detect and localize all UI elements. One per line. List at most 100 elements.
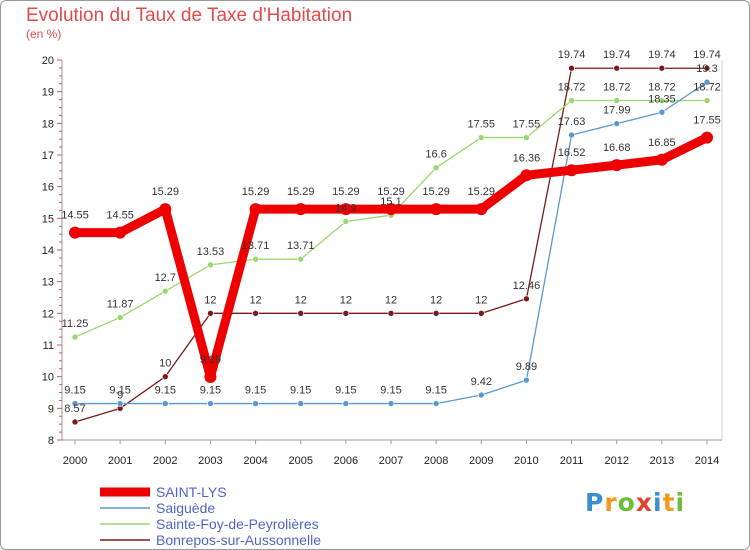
data-label-saiguede: 9.42 [471,376,492,388]
data-label-saint-lys: 16.36 [513,152,541,164]
chart-subtitle: (en %) [26,27,62,41]
data-point-sainte-foy-de-peyrolieres [71,333,79,341]
data-label-sainte-foy-de-peyrolieres: 14.9 [335,203,356,215]
x-tick-label: 2012 [604,455,628,467]
y-tick-label: 15 [42,213,54,225]
x-tick-label: 2010 [514,455,538,467]
data-point-sainte-foy-de-peyrolieres [161,287,169,295]
data-label-saiguede: 9.15 [335,385,356,397]
data-label-saiguede: 9.89 [516,361,537,373]
data-label-saint-lys: 14.55 [106,210,134,222]
proxiti-logo: Proxiti [585,488,685,517]
data-label-saiguede: 9.15 [425,385,446,397]
data-label-saint-lys: 15.29 [242,186,270,198]
y-tick-label: 18 [42,118,54,130]
data-label-saiguede: 9.15 [290,385,311,397]
data-point-sainte-foy-de-peyrolieres [523,134,530,141]
data-label-saint-lys: 16.85 [648,137,676,149]
data-point-saiguede [297,400,305,407]
data-label-sainte-foy-de-peyrolieres: 18.72 [603,82,631,94]
data-label-bonrepos-sur-aussonnelle: 10 [159,358,171,370]
data-point-saiguede [161,400,169,407]
data-point-saint-lys [385,203,397,216]
chart-title: Evolution du Taux de Taxe d'Habitation [26,5,353,26]
y-tick-label: 19 [42,87,54,99]
data-point-saint-lys [701,131,713,144]
data-point-saint-lys [249,203,262,216]
data-point-sainte-foy-de-peyrolieres [613,97,621,104]
legend-label: Bonrepos-sur-Aussonnelle [156,532,321,548]
data-point-sainte-foy-de-peyrolieres [658,97,666,104]
series-line-saint-lys [70,133,712,382]
data-point-saint-lys [159,203,172,216]
data-point-bonrepos-sur-aussonnelle [207,310,214,317]
data-label-sainte-foy-de-peyrolieres: 18.72 [693,82,721,94]
data-point-sainte-foy-de-peyrolieres [116,314,124,321]
y-tick-label: 9 [48,403,54,415]
data-labels-layer: 8.57 9 10 12 12 12 12 12 12 12 12.46 19.74 19.74 19.7… [61,49,721,415]
y-tick-label: 16 [42,182,54,194]
data-label-saiguede: 17.99 [603,105,631,117]
data-label-saiguede: 9.15 [155,385,176,397]
data-label-bonrepos-sur-aussonnelle: 12 [475,294,487,306]
data-label-bonrepos-sur-aussonnelle: 12 [430,294,442,306]
data-label-bonrepos-sur-aussonnelle: 12 [295,294,307,306]
data-point-bonrepos-sur-aussonnelle [297,310,305,317]
data-point-saiguede [387,400,395,407]
data-label-sainte-foy-de-peyrolieres: 17.55 [468,119,496,131]
data-label-sainte-foy-de-peyrolieres: 18.72 [558,82,586,94]
data-label-saiguede: 17.63 [558,116,586,128]
data-label-bonrepos-sur-aussonnelle: 12 [204,294,216,306]
data-label-saiguede: 9.15 [245,385,266,397]
data-label-sainte-foy-de-peyrolieres: 11.25 [62,318,89,330]
data-label-sainte-foy-de-peyrolieres: 11.87 [107,298,134,310]
data-point-saiguede [568,131,575,139]
data-point-sainte-foy-de-peyrolieres [568,97,575,104]
data-point-saiguede [658,108,666,116]
data-label-saint-lys: 9.99 [200,354,221,366]
data-point-sainte-foy-de-peyrolieres [342,218,350,225]
legend-label: Sainte-Foy-de-Peyrolières [156,516,319,532]
data-point-saiguede [703,78,711,86]
y-tick-label: 8 [48,435,54,447]
data-point-saiguede [432,400,440,407]
data-point-bonrepos-sur-aussonnelle [252,310,259,317]
y-tick-label: 13 [42,277,54,289]
logo-letter: i [653,488,663,517]
data-point-sainte-foy-de-peyrolieres [252,255,259,263]
data-label-bonrepos-sur-aussonnelle: 12.46 [513,280,541,292]
data-label-bonrepos-sur-aussonnelle: 12 [249,294,261,306]
logo-letter: x [635,488,653,517]
data-label-saint-lys: 15.29 [287,186,315,198]
series-layer [69,64,713,426]
logo-letter: i [675,488,686,517]
data-label-saint-lys: 16.52 [558,147,586,159]
data-label-saint-lys: 15.29 [377,186,405,198]
data-point-saiguede [252,400,259,407]
logo-letter: P [585,488,605,517]
x-tick-label: 2008 [424,455,448,467]
data-point-bonrepos-sur-aussonnelle [703,64,711,72]
legend: SAINT-LYSSaiguèdeSainte-Foy-de-Peyrolièr… [100,484,321,548]
data-point-bonrepos-sur-aussonnelle [568,64,575,72]
data-point-bonrepos-sur-aussonnelle [387,310,395,317]
data-point-saint-lys [114,226,127,239]
data-label-saiguede: 9.15 [64,385,85,397]
logo-letter: o [617,488,636,517]
data-label-saiguede: 9.15 [109,385,130,397]
x-tick-label: 2009 [469,455,493,467]
data-label-sainte-foy-de-peyrolieres: 13.71 [242,240,270,252]
data-label-bonrepos-sur-aussonnelle: 12 [340,294,352,306]
data-label-saint-lys: 16.68 [603,142,631,154]
x-tick-label: 2003 [198,455,222,467]
data-point-bonrepos-sur-aussonnelle [342,310,350,317]
data-point-sainte-foy-de-peyrolieres [207,261,214,269]
data-label-bonrepos-sur-aussonnelle: 19.74 [693,49,721,61]
y-tick-label: 20 [42,55,54,67]
data-point-saint-lys [520,169,533,182]
data-point-saint-lys [475,203,488,216]
data-label-sainte-foy-de-peyrolieres: 16.6 [425,149,446,161]
data-label-saint-lys: 15.29 [422,186,450,198]
